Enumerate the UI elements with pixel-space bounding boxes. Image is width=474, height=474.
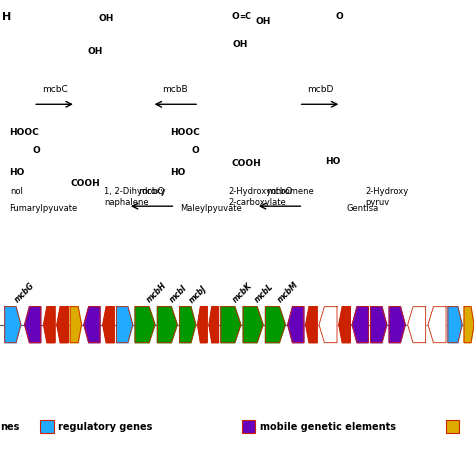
Polygon shape — [389, 307, 405, 343]
Text: HO: HO — [170, 168, 185, 177]
Text: mcbD: mcbD — [307, 85, 333, 94]
Polygon shape — [408, 307, 426, 343]
Text: O: O — [192, 146, 200, 155]
Polygon shape — [25, 307, 41, 343]
Polygon shape — [135, 307, 155, 343]
Text: O: O — [231, 12, 239, 21]
Text: mcbO: mcbO — [266, 187, 293, 196]
Polygon shape — [243, 307, 263, 343]
Polygon shape — [265, 307, 285, 343]
Text: mcbJ: mcbJ — [188, 283, 209, 305]
Polygon shape — [103, 307, 114, 343]
Polygon shape — [209, 307, 219, 343]
Polygon shape — [464, 307, 474, 343]
Text: OH: OH — [99, 14, 114, 23]
Text: COOH: COOH — [231, 159, 261, 168]
Text: mcbL: mcbL — [253, 282, 276, 305]
Text: HOOC: HOOC — [9, 128, 39, 137]
Text: =C: =C — [239, 12, 251, 21]
Polygon shape — [448, 307, 462, 343]
Polygon shape — [57, 307, 68, 343]
FancyBboxPatch shape — [446, 420, 459, 433]
Text: nes: nes — [0, 421, 19, 432]
Text: H: H — [2, 12, 12, 22]
Text: mobile genetic elements: mobile genetic elements — [260, 421, 396, 432]
Text: mcbB: mcbB — [163, 85, 188, 94]
Polygon shape — [428, 307, 446, 343]
Text: HO: HO — [9, 168, 25, 177]
Polygon shape — [352, 307, 368, 343]
Text: 2-Hydroxy
pyruv: 2-Hydroxy pyruv — [365, 187, 408, 207]
Text: O: O — [32, 146, 40, 155]
Polygon shape — [157, 307, 177, 343]
Polygon shape — [180, 307, 196, 343]
Polygon shape — [70, 307, 82, 343]
Text: HOOC: HOOC — [170, 128, 200, 137]
Polygon shape — [306, 307, 317, 343]
Text: Maleylpyuvate: Maleylpyuvate — [180, 204, 242, 213]
Text: mcbG: mcbG — [13, 281, 36, 305]
Polygon shape — [319, 307, 337, 343]
Text: mcbQ: mcbQ — [138, 187, 165, 196]
Polygon shape — [339, 307, 350, 343]
Text: 1, 2-Dihydroxy
naphalene: 1, 2-Dihydroxy naphalene — [104, 187, 166, 207]
Text: mcbK: mcbK — [231, 282, 254, 305]
Polygon shape — [371, 307, 387, 343]
Text: O: O — [335, 12, 343, 21]
Text: HO: HO — [325, 157, 340, 166]
FancyBboxPatch shape — [242, 420, 255, 433]
Polygon shape — [288, 307, 304, 343]
Text: 2-Hydroxychromene
2-carboxylate: 2-Hydroxychromene 2-carboxylate — [228, 187, 314, 207]
Text: Gentisa: Gentisa — [346, 204, 378, 213]
Text: mcbH: mcbH — [145, 281, 169, 305]
Polygon shape — [117, 307, 133, 343]
Text: mcbI: mcbI — [167, 283, 189, 305]
Polygon shape — [44, 307, 55, 343]
Polygon shape — [84, 307, 100, 343]
Text: OH: OH — [256, 17, 271, 26]
FancyBboxPatch shape — [40, 420, 54, 433]
Text: COOH: COOH — [70, 179, 100, 188]
Text: mcbC: mcbC — [42, 85, 67, 94]
Polygon shape — [221, 307, 241, 343]
Text: regulatory genes: regulatory genes — [58, 421, 153, 432]
Text: Fumarylpyuvate: Fumarylpyuvate — [9, 204, 78, 213]
Text: mcbM: mcbM — [275, 280, 300, 305]
Text: OH: OH — [87, 47, 102, 56]
Text: OH: OH — [232, 40, 247, 49]
Text: nol: nol — [10, 187, 23, 196]
Polygon shape — [5, 307, 21, 343]
Polygon shape — [198, 307, 207, 343]
